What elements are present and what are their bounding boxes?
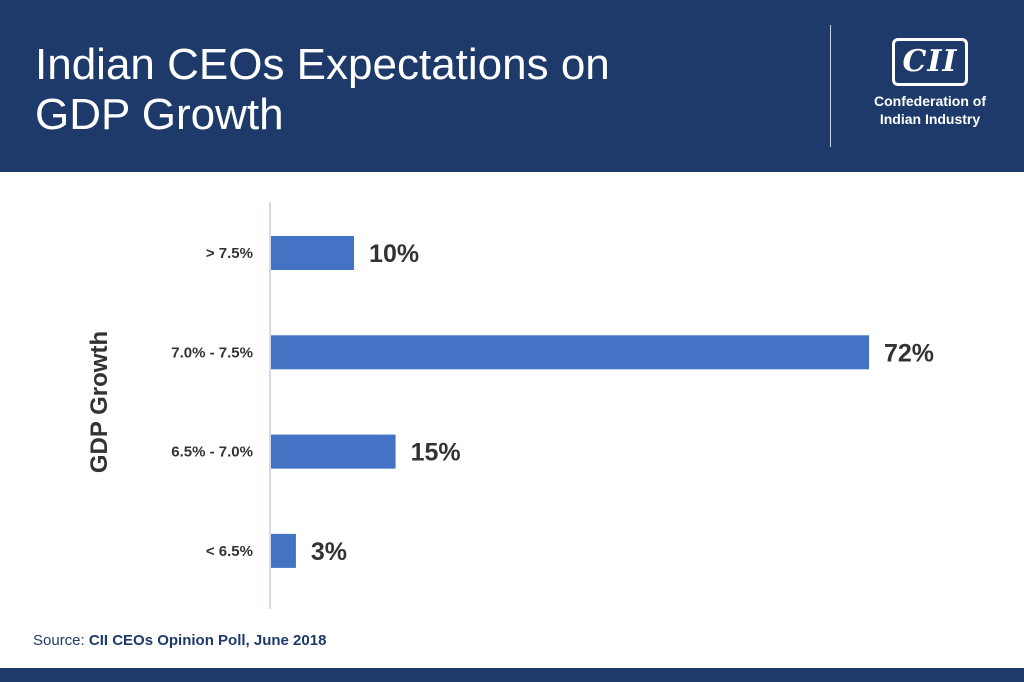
source-value: CII CEOs Opinion Poll, June 2018 bbox=[88, 632, 327, 649]
header-divider bbox=[830, 25, 831, 147]
category-label: > 7.5% bbox=[206, 245, 253, 262]
category-label: 7.0% - 7.5% bbox=[171, 344, 253, 361]
page-title: Indian CEOs Expectations on GDP Growth bbox=[35, 40, 610, 139]
footer-bar bbox=[0, 668, 1024, 682]
header-banner: Indian CEOs Expectations on GDP Growth C… bbox=[0, 0, 1024, 172]
source-note: Source: CII CEOs Opinion Poll, June 2018 bbox=[33, 632, 326, 649]
value-label: 15% bbox=[411, 439, 461, 467]
bar bbox=[271, 335, 869, 370]
chart-svg: GDP Growth > 7.5% 10% 7.0% - 7.5% 72% 6.5% - … bbox=[86, 202, 934, 609]
y-axis-title: GDP Growth bbox=[86, 331, 113, 473]
value-label: 72% bbox=[884, 339, 934, 367]
bar bbox=[271, 236, 355, 270]
bar bbox=[271, 533, 296, 568]
bar bbox=[271, 434, 396, 469]
cii-logo-text: Confederation of Indian Industry bbox=[874, 93, 986, 127]
value-label: 3% bbox=[311, 538, 347, 566]
cii-logo-mark: CII bbox=[892, 38, 968, 86]
value-label: 10% bbox=[369, 240, 419, 268]
category-label: < 6.5% bbox=[206, 543, 253, 560]
gdp-growth-chart: GDP Growth > 7.5% 10% 7.0% - 7.5% 72% 6.5% - … bbox=[0, 172, 1024, 622]
cii-logo: CII Confederation of Indian Industry bbox=[858, 38, 1002, 128]
source-label: Source: bbox=[33, 632, 89, 649]
category-label: 6.5% - 7.0% bbox=[171, 444, 253, 461]
